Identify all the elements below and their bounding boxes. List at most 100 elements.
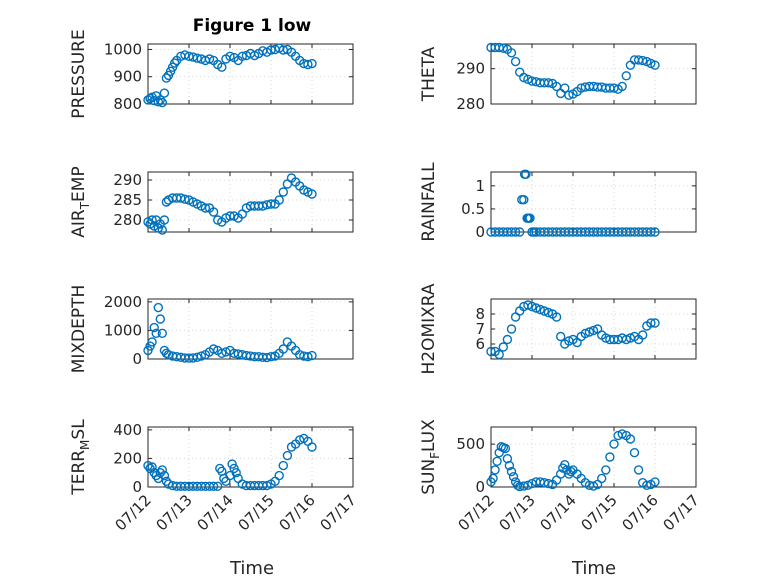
data-point (266, 199, 276, 209)
data-point (492, 456, 502, 466)
y-tick-label: 0.5 (461, 200, 485, 218)
subplot-air-temp: 280 285 290 AIRTEMP (69, 166, 354, 238)
y-tick-label: 800 (113, 95, 142, 113)
data-point (278, 45, 288, 55)
data-point (262, 480, 272, 491)
data-point (266, 352, 276, 362)
data-point (278, 460, 288, 471)
data-point (143, 345, 153, 356)
data-point (525, 213, 535, 223)
axes-box (490, 43, 697, 105)
data-point (527, 301, 537, 312)
y-tick-label: 290 (456, 60, 485, 78)
data-point (498, 342, 508, 352)
y-tick-label: 0 (132, 478, 142, 496)
data-point (625, 434, 636, 444)
y-tick-label: 6 (475, 335, 485, 353)
data-point (153, 302, 164, 313)
subplot-h2omixra: 678 H2OMIXRA (419, 283, 697, 375)
data-point (274, 470, 284, 481)
y-axis-label: MIXDEPTH (69, 285, 89, 374)
data-point (629, 448, 640, 458)
data-point (180, 50, 190, 60)
data-point (506, 324, 517, 334)
data-point (282, 450, 293, 461)
data-point (519, 194, 529, 205)
data-point (521, 169, 531, 180)
data-point (303, 59, 313, 70)
data-point (498, 43, 508, 53)
data-point (584, 327, 595, 337)
y-tick-label: 1 (475, 177, 485, 195)
subplot-theta: 280 290 THETA (419, 42, 697, 113)
data-point (159, 470, 170, 481)
y-tick-label: 0 (132, 350, 142, 368)
data-point (231, 468, 241, 478)
y-tick-label: 2000 (104, 293, 142, 311)
data-point (159, 215, 170, 225)
data-point (208, 344, 219, 354)
data-point (208, 207, 219, 217)
data-point (143, 460, 153, 471)
y-tick-label: 200 (113, 449, 142, 467)
data-point (510, 56, 521, 67)
data-point (560, 460, 570, 470)
y-tick-label: 285 (113, 191, 142, 209)
y-axis-label: TERRMSL (69, 419, 92, 496)
data-point (551, 312, 562, 322)
data-point (157, 97, 168, 108)
data-point (149, 322, 159, 333)
data-point (237, 51, 248, 61)
data-point (515, 227, 525, 237)
data-point (217, 62, 227, 72)
data-point (580, 328, 590, 339)
subplot-pressure: 800 900 1000 PRESSURE (69, 29, 354, 119)
data-point (523, 480, 533, 490)
data-point (180, 194, 190, 204)
y-axis-label: H2OMIXRA (419, 283, 439, 374)
data-point (564, 90, 574, 100)
y-tick-label: 280 (456, 95, 485, 113)
y-axis-label: THETA (419, 46, 439, 102)
data-point (200, 203, 211, 213)
data-point (638, 55, 648, 66)
axes-box (147, 171, 354, 233)
data-point (307, 442, 317, 452)
data-point (278, 187, 288, 197)
data-point (494, 349, 504, 360)
data-point (500, 443, 511, 454)
data-point (539, 306, 549, 316)
data-point (278, 344, 288, 354)
subplot-mixdepth: 0 1000 2000 MIXDEPTH (69, 285, 354, 374)
data-point (646, 318, 656, 328)
data-point (560, 83, 570, 93)
data-point (650, 318, 660, 328)
data-point (192, 352, 202, 362)
data-point (159, 88, 170, 98)
figure-title: Figure 1 low (193, 16, 312, 36)
data-point (506, 48, 517, 58)
y-axis-label: PRESSURE (69, 29, 89, 118)
data-point (605, 452, 615, 462)
data-point (307, 350, 317, 361)
y-tick-label: 0 (475, 478, 485, 496)
data-point (161, 476, 172, 486)
y-tick-label: 280 (113, 211, 142, 229)
data-point (650, 477, 660, 487)
data-point (490, 465, 500, 475)
y-tick-label: 0 (475, 223, 485, 241)
data-point (227, 459, 237, 469)
data-point (157, 465, 168, 475)
data-point (646, 227, 656, 237)
data-point (488, 473, 498, 484)
y-tick-label: 1000 (104, 40, 142, 58)
data-point (535, 304, 545, 315)
data-point (506, 466, 517, 477)
data-point (531, 303, 541, 313)
data-point (307, 189, 317, 199)
data-point (274, 195, 284, 205)
data-point (151, 328, 161, 338)
data-point (147, 215, 157, 225)
